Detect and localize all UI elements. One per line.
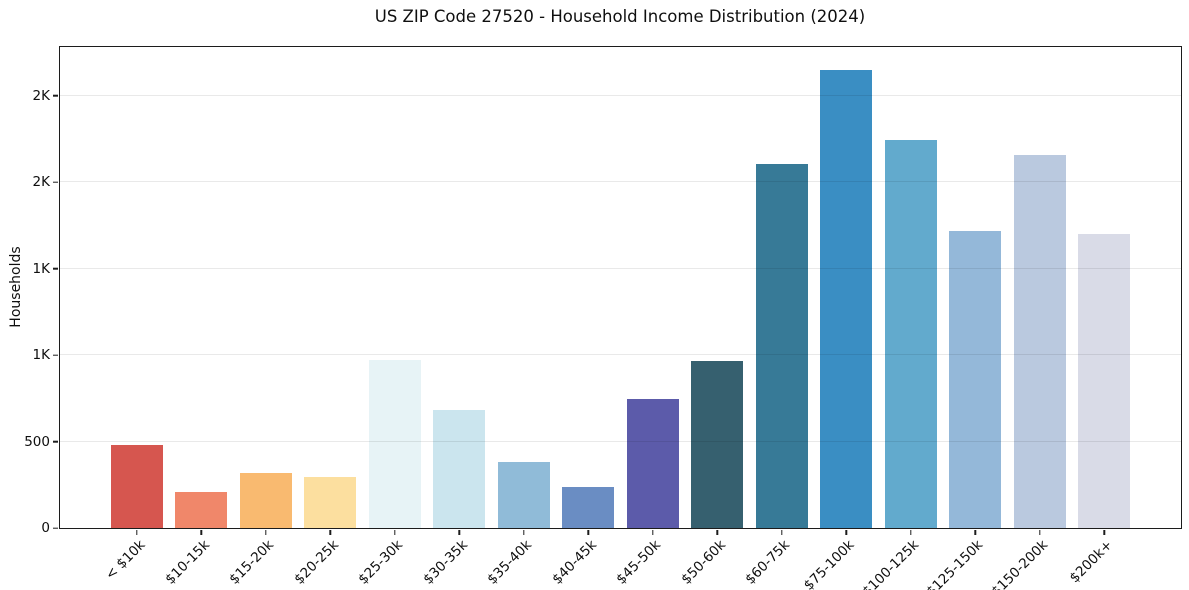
y-tick-label: 2K: [32, 174, 50, 191]
x-tick-label: $10-15k: [161, 537, 213, 588]
y-tick-mark: [53, 354, 59, 356]
x-tick-label: $40-45k: [548, 537, 600, 588]
bar: [497, 462, 550, 528]
x-tick-label: $25-30k: [355, 537, 407, 588]
y-tick-mark: [53, 267, 59, 270]
x-tick-mark: [136, 529, 138, 535]
y-gridline: [60, 181, 1181, 183]
bar: [175, 491, 228, 528]
x-tick-label: $125-150k: [923, 537, 987, 590]
y-tick-label: 500: [24, 433, 50, 450]
x-tick-mark: [652, 529, 654, 535]
y-gridline: [60, 354, 1181, 356]
y-gridline: [60, 267, 1181, 269]
bar: [110, 445, 163, 528]
x-tick-mark: [329, 529, 331, 535]
y-axis-label: Households: [8, 246, 24, 328]
x-tick-label: $150-200k: [988, 537, 1052, 590]
x-tick-mark: [394, 529, 396, 535]
x-tick-label: $30-35k: [419, 537, 471, 588]
bar: [1078, 234, 1131, 528]
x-tick-mark: [716, 529, 718, 535]
bar: [562, 486, 615, 528]
x-tick-label: < $10k: [101, 537, 149, 584]
x-tick-label: $45-50k: [613, 537, 665, 588]
y-gridline: [60, 94, 1181, 96]
y-gridline: [60, 440, 1181, 442]
x-tick-label: $60-75k: [742, 537, 794, 588]
x-tick-mark: [265, 529, 267, 535]
bar: [1013, 154, 1066, 528]
chart-title: US ZIP Code 27520 - Household Income Dis…: [374, 7, 866, 26]
plot-area: 0 500 1K 1K 2K 2K < $10k $10-15k $15-20k $20-25k $…: [24, 46, 1182, 590]
bar: [433, 410, 486, 528]
x-tick-mark: [1039, 529, 1041, 535]
bar: [820, 69, 873, 528]
x-tick-mark: [523, 529, 525, 535]
y-tick-label: 2K: [32, 87, 50, 104]
bar: [239, 472, 292, 528]
y-tick-mark: [53, 95, 59, 97]
bar: [626, 399, 679, 528]
x-tick-label: $50-60k: [677, 537, 729, 588]
x-tick-label: $35-40k: [484, 537, 536, 588]
bar: [755, 164, 808, 528]
x-tick-label: $15-20k: [226, 537, 278, 588]
x-tick-mark: [974, 529, 976, 535]
x-tick-mark: [910, 529, 912, 535]
x-tick-mark: [458, 529, 460, 535]
y-tick-label: 1K: [32, 347, 50, 364]
y-tick-mark: [53, 440, 59, 443]
bar: [884, 139, 937, 528]
bar: [691, 361, 744, 528]
y-tick-label: 0: [41, 520, 50, 536]
y-tick-mark: [53, 181, 59, 183]
bar: [368, 360, 421, 528]
x-tick-mark: [200, 529, 202, 535]
bar: [949, 230, 1002, 528]
x-tick-mark: [781, 529, 783, 535]
x-tick-mark: [587, 529, 589, 535]
x-tick-mark: [845, 529, 847, 535]
y-tick-mark: [53, 527, 59, 529]
x-tick-label: $75-100k: [800, 537, 858, 590]
y-tick-label: 1K: [32, 260, 50, 277]
x-tick-label: $20-25k: [290, 537, 342, 588]
x-tick-label: $200k+: [1066, 537, 1116, 587]
bar: [304, 477, 357, 528]
x-tick-mark: [1103, 529, 1105, 535]
x-tick-label: $100-125k: [859, 537, 923, 590]
